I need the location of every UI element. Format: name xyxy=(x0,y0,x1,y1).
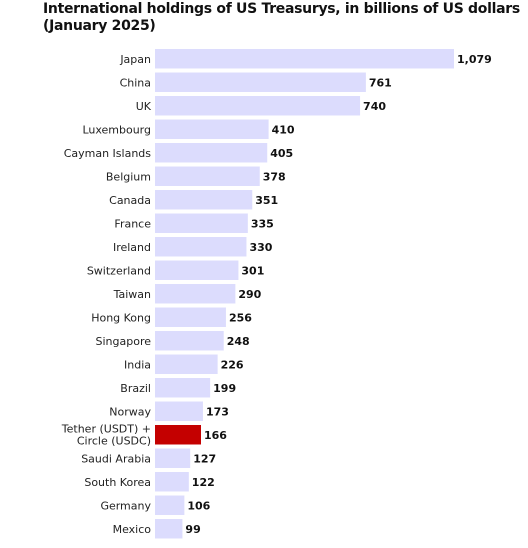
category-label-uk: UK xyxy=(136,100,152,113)
bar-japan xyxy=(155,49,454,69)
category-label-norway: Norway xyxy=(109,405,151,418)
category-label-india: India xyxy=(124,358,151,371)
category-label-singapore: Singapore xyxy=(96,335,152,348)
category-label-canada: Canada xyxy=(109,194,151,207)
bar-uk xyxy=(155,96,361,116)
bar-switzerland xyxy=(155,260,239,280)
bar-hong-kong xyxy=(155,307,226,327)
category-label-ireland: Ireland xyxy=(113,241,151,254)
category-label-south-korea: South Korea xyxy=(84,476,151,489)
value-label-cayman-islands: 405 xyxy=(270,147,293,160)
bar-cayman-islands xyxy=(155,143,268,163)
category-label-luxembourg: Luxembourg xyxy=(82,123,151,136)
category-label-cayman-islands: Cayman Islands xyxy=(64,147,152,160)
value-label-belgium: 378 xyxy=(263,170,286,183)
value-label-france: 335 xyxy=(251,217,274,230)
value-label-brazil: 199 xyxy=(213,382,236,395)
bar-ireland xyxy=(155,237,247,257)
category-label-mexico: Mexico xyxy=(113,523,152,536)
category-label-hong-kong: Hong Kong xyxy=(91,311,151,324)
bar-canada xyxy=(155,190,253,210)
category-label-france: France xyxy=(114,217,151,230)
bar-singapore xyxy=(155,331,224,351)
bar-tether-usdt-circle-usdc xyxy=(155,425,201,445)
value-label-japan: 1,079 xyxy=(457,53,492,66)
bar-belgium xyxy=(155,166,260,186)
value-label-germany: 106 xyxy=(187,499,210,512)
value-label-saudi-arabia: 127 xyxy=(193,452,216,465)
value-label-mexico: 99 xyxy=(185,523,200,536)
value-label-taiwan: 290 xyxy=(238,288,261,301)
value-label-ireland: 330 xyxy=(249,241,272,254)
bar-taiwan xyxy=(155,284,236,304)
value-label-hong-kong: 256 xyxy=(229,311,252,324)
category-label-tether-usdt-circle-usdc: Tether (USDT) + Circle (USDC) xyxy=(61,422,151,447)
bars-layer: Japan 1,079 China 761 UK 740 Luxembourg 410 Caym… xyxy=(61,49,492,539)
bar-saudi-arabia xyxy=(155,448,191,468)
bar-france xyxy=(155,213,248,233)
value-label-south-korea: 122 xyxy=(192,476,215,489)
bar-south-korea xyxy=(155,472,189,492)
value-label-singapore: 248 xyxy=(227,335,250,348)
bar-brazil xyxy=(155,378,211,398)
bar-norway xyxy=(155,401,203,421)
value-label-norway: 173 xyxy=(206,405,229,418)
bar-china xyxy=(155,72,366,92)
bar-india xyxy=(155,354,218,374)
value-label-tether-usdt-circle-usdc: 166 xyxy=(204,429,227,442)
category-label-belgium: Belgium xyxy=(106,170,151,183)
category-label-switzerland: Switzerland xyxy=(87,264,151,277)
bar-mexico xyxy=(155,519,183,539)
value-label-canada: 351 xyxy=(255,194,278,207)
bar-germany xyxy=(155,495,185,515)
value-label-uk: 740 xyxy=(363,100,386,113)
value-label-switzerland: 301 xyxy=(241,264,264,277)
category-label-brazil: Brazil xyxy=(120,382,151,395)
value-label-china: 761 xyxy=(369,76,392,89)
category-label-china: China xyxy=(120,76,151,89)
category-label-taiwan: Taiwan xyxy=(113,288,151,301)
chart-title: International holdings of US Treasurys, … xyxy=(43,1,520,34)
bar-luxembourg xyxy=(155,119,269,139)
category-label-saudi-arabia: Saudi Arabia xyxy=(81,452,151,465)
value-label-luxembourg: 410 xyxy=(272,123,295,136)
value-label-india: 226 xyxy=(221,358,244,371)
category-label-japan: Japan xyxy=(119,53,151,66)
category-label-germany: Germany xyxy=(100,499,151,512)
